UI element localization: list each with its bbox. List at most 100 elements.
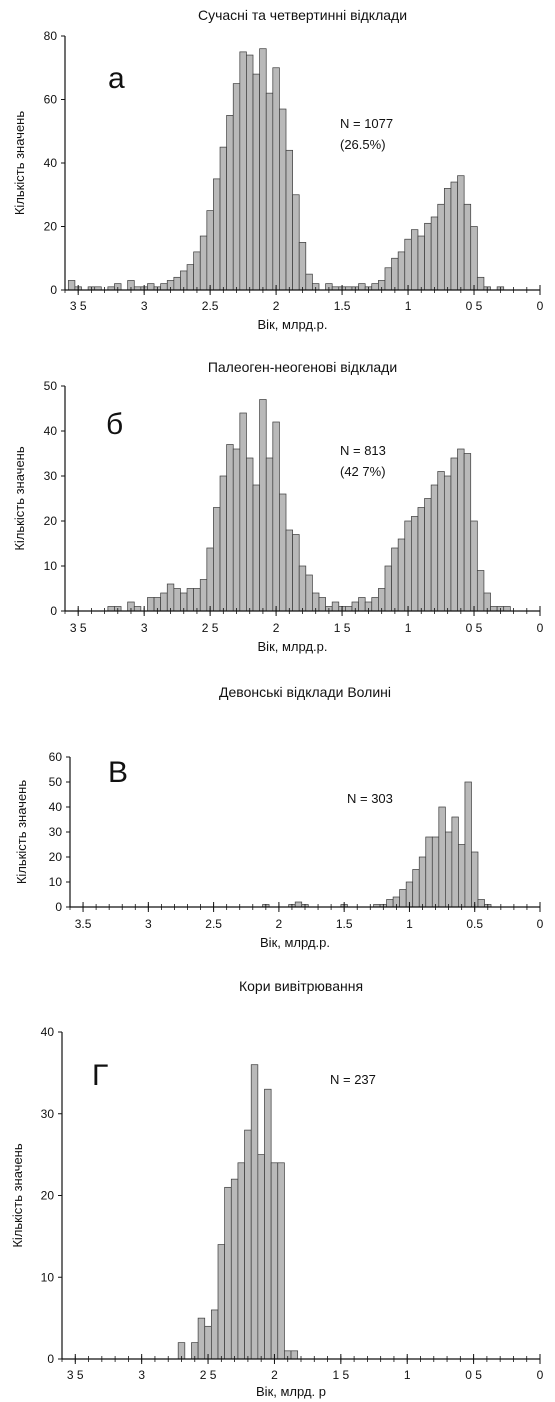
panel-4-bar bbox=[244, 1129, 252, 1360]
panel-1-bar bbox=[285, 149, 293, 291]
panel-3-bar bbox=[471, 851, 479, 908]
panel-1-x-tick-label: 2.5 bbox=[202, 299, 219, 313]
panel-2-y-tick-label: 40 bbox=[44, 424, 58, 438]
panel-1-bar bbox=[199, 235, 208, 291]
panel-3-y-label: Кількість значень bbox=[14, 780, 29, 885]
panel-4-title: Кори вивітрювання bbox=[239, 978, 363, 994]
panel-2-bar bbox=[417, 507, 425, 612]
panel-3-bar bbox=[438, 806, 446, 908]
panel-1-bar bbox=[443, 188, 452, 291]
panel-2-bar bbox=[397, 538, 406, 612]
panel-2-bar bbox=[292, 534, 300, 612]
panel-2-x-tick-label: 3 5 bbox=[70, 621, 87, 635]
panel-2-x-label: Вік, млрд.р. bbox=[258, 639, 328, 654]
panel-2-bar bbox=[490, 606, 498, 612]
panel-2-annotation: N = 813 bbox=[340, 443, 386, 458]
panel-2-bar bbox=[107, 606, 115, 612]
panel-4-x-tick-label: 0 bbox=[537, 1368, 544, 1382]
panel-2-bar bbox=[173, 588, 181, 612]
panel-3-x-tick-label: 2 bbox=[276, 917, 283, 931]
panel-1-bar bbox=[67, 280, 76, 291]
panel-4-x-tick-label: 2 5 bbox=[200, 1368, 217, 1382]
panel-4-bar bbox=[224, 1186, 232, 1360]
panel-1-y-tick-label: 60 bbox=[44, 93, 58, 107]
panel-2-y-tick-label: 30 bbox=[44, 469, 58, 483]
panel-1-bar bbox=[226, 115, 234, 291]
panel-3-y-tick-label: 30 bbox=[49, 825, 63, 839]
panel-2-x-tick-label: 0 bbox=[537, 621, 544, 635]
panel-3-x-label: Вік, млрд.р. bbox=[260, 935, 330, 950]
panel-3-y-tick-label: 50 bbox=[49, 775, 63, 789]
panel-1-annotation: (26.5%) bbox=[340, 137, 386, 152]
panel-2-bar bbox=[457, 448, 465, 612]
panel-3-bar bbox=[294, 901, 303, 908]
panel-1-bar bbox=[239, 51, 247, 291]
panel-2-bar bbox=[476, 570, 485, 612]
panel-1-letter: а bbox=[108, 62, 125, 95]
panel-2-bar bbox=[206, 547, 214, 612]
panel-3-bar bbox=[477, 899, 485, 908]
panel-1-bar bbox=[437, 203, 445, 291]
panel-2-bar bbox=[186, 588, 195, 612]
panel-3-y-tick-label: 20 bbox=[49, 850, 63, 864]
panel-4-bar bbox=[230, 1178, 239, 1360]
panel-1-bar bbox=[371, 283, 379, 291]
panel-3-bar bbox=[399, 889, 407, 908]
panel-1-bar bbox=[397, 251, 406, 291]
panel-2-x-tick-label: 0 5 bbox=[466, 621, 483, 635]
panel-1-bar bbox=[384, 267, 392, 291]
panel-2-bar bbox=[226, 444, 234, 612]
panel-4-y-tick-label: 20 bbox=[41, 1189, 55, 1203]
panel-1-bar bbox=[206, 210, 214, 291]
panel-2-bar bbox=[298, 565, 307, 612]
panel-3-bar bbox=[445, 831, 453, 908]
panel-1-bar bbox=[411, 229, 419, 291]
panel-3-x-tick-label: 2.5 bbox=[205, 917, 222, 931]
panel-1-x-label: Вік, млрд.р. bbox=[258, 317, 328, 332]
panel-4-x-tick-label: 1 5 bbox=[332, 1368, 349, 1382]
panel-1-bar bbox=[391, 257, 399, 291]
panel-2-bar bbox=[147, 597, 155, 612]
panel-2-y-tick-label: 0 bbox=[50, 604, 57, 618]
panel-2-bar bbox=[232, 448, 241, 612]
panel-1-x-tick-label: 2 bbox=[273, 299, 280, 313]
panel-2-y-tick-label: 50 bbox=[44, 379, 58, 393]
panel-1-bar bbox=[305, 273, 313, 291]
panel-2-bar bbox=[246, 457, 254, 612]
panel-3-x-tick-label: 1.5 bbox=[336, 917, 353, 931]
panel-1-bar bbox=[424, 222, 432, 291]
panel-2-bar bbox=[265, 457, 274, 612]
panel-2-bar bbox=[384, 565, 392, 612]
panel-4-bar bbox=[217, 1244, 225, 1360]
panel-3-bar bbox=[458, 844, 466, 908]
panel-2-bar bbox=[133, 606, 142, 612]
panel-2-bar bbox=[371, 597, 379, 612]
panel-2-bar bbox=[305, 574, 313, 612]
panel-3-x-tick-label: 3 bbox=[145, 917, 152, 931]
panel-1-bar bbox=[193, 251, 201, 291]
panel-2-bar bbox=[219, 475, 227, 612]
panel-1-bar bbox=[279, 108, 287, 291]
panel-2-letter: б bbox=[106, 408, 123, 441]
panel-2-y-tick-label: 10 bbox=[44, 559, 58, 573]
panel-4-letter: Г bbox=[92, 1059, 108, 1092]
panel-2-bar bbox=[272, 421, 280, 612]
panel-1-bar bbox=[213, 178, 221, 291]
panel-2-bar bbox=[378, 588, 386, 612]
panel-1-annotation: N = 1077 bbox=[340, 116, 393, 131]
panel-3-bar bbox=[431, 836, 440, 908]
panel-2-bar bbox=[450, 457, 458, 612]
panel-4-bar bbox=[290, 1350, 299, 1360]
panel-4-bar bbox=[197, 1317, 206, 1360]
panel-2-bar bbox=[463, 453, 472, 612]
panel-4-x-tick-label: 1 bbox=[404, 1368, 411, 1382]
panel-1-y-tick-label: 80 bbox=[44, 29, 58, 43]
panel-2-bar bbox=[443, 475, 452, 612]
panel-2-bar bbox=[331, 601, 340, 612]
panel-2-bar bbox=[279, 493, 287, 612]
panel-2-bar bbox=[437, 471, 445, 612]
panel-3-bar bbox=[464, 781, 472, 908]
panel-3-y-tick-label: 40 bbox=[49, 800, 63, 814]
panel-1-bar bbox=[292, 194, 300, 291]
